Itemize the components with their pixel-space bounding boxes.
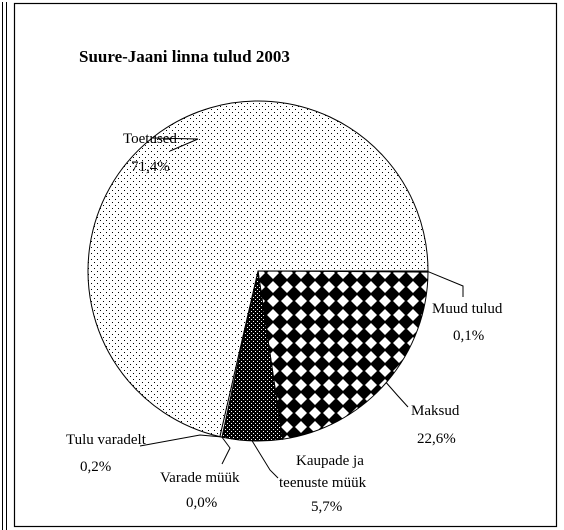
slice-name-kaupade-line2: teenuste müük <box>279 475 367 491</box>
slice-name-muud-tulud: Muud tulud <box>432 301 503 317</box>
label-toetused: Toetused 71,4% <box>123 131 177 175</box>
slice-value-tulu-varadelt: 0,2% <box>80 459 111 475</box>
label-tulu-varadelt: Tulu varadelt 0,2% <box>66 432 147 475</box>
chart-title: Suure-Jaani linna tulud 2003 <box>79 47 290 66</box>
slice-name-toetused: Toetused <box>123 131 177 147</box>
leader-line-4 <box>139 434 221 447</box>
pie-slice-maksud <box>257 270 429 440</box>
slice-value-varade-muuk: 0,0% <box>186 495 217 511</box>
leader-line-1 <box>385 382 409 408</box>
slice-value-toetused: 71,4% <box>131 159 170 175</box>
pie-slices <box>87 100 429 442</box>
slice-name-tulu-varadelt: Tulu varadelt <box>66 432 147 448</box>
label-varade-muuk: Varade müük 0,0% <box>160 470 240 511</box>
slice-name-varade-muuk: Varade müük <box>160 470 240 486</box>
leader-line-2 <box>251 440 279 479</box>
slice-name-maksud: Maksud <box>411 403 460 419</box>
slice-value-muud-tulud: 0,1% <box>453 328 484 344</box>
leader-line-3 <box>221 436 231 465</box>
leader-line-0 <box>427 271 464 297</box>
chart-border <box>13 2 558 528</box>
label-muud-tulud: Muud tulud 0,1% <box>432 301 503 344</box>
slice-value-kaupade: 5,7% <box>311 499 342 515</box>
leader-lines <box>139 137 464 479</box>
slice-name-kaupade-line1: Kaupade ja <box>296 453 364 469</box>
label-maksud: Maksud 22,6% <box>411 403 460 447</box>
label-kaupade: Kaupade ja teenuste müük 5,7% <box>279 453 367 515</box>
leader-line-5 <box>152 137 199 152</box>
slice-value-maksud: 22,6% <box>417 431 456 447</box>
